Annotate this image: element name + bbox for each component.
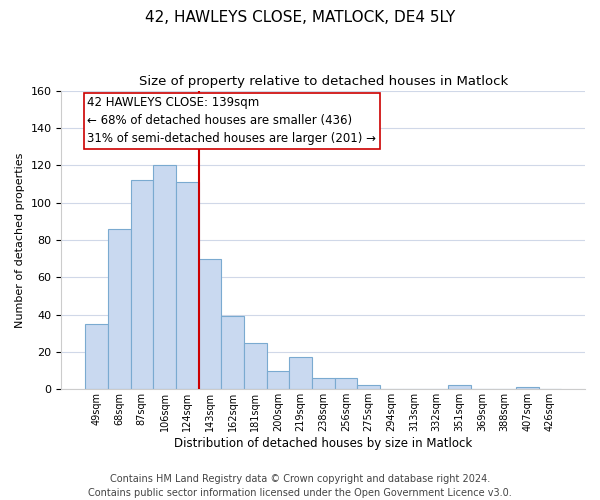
Bar — [108, 228, 131, 389]
Bar — [221, 316, 244, 389]
Bar — [131, 180, 153, 389]
Bar — [357, 386, 380, 389]
Text: 42, HAWLEYS CLOSE, MATLOCK, DE4 5LY: 42, HAWLEYS CLOSE, MATLOCK, DE4 5LY — [145, 10, 455, 25]
Bar — [312, 378, 335, 389]
Bar — [266, 370, 289, 389]
Bar — [448, 386, 470, 389]
Bar — [289, 358, 312, 389]
Bar — [85, 324, 108, 389]
Bar — [335, 378, 357, 389]
Bar — [176, 182, 199, 389]
Bar — [244, 342, 266, 389]
Bar — [516, 388, 539, 389]
Y-axis label: Number of detached properties: Number of detached properties — [15, 152, 25, 328]
Title: Size of property relative to detached houses in Matlock: Size of property relative to detached ho… — [139, 75, 508, 88]
Bar — [153, 165, 176, 389]
Text: Contains HM Land Registry data © Crown copyright and database right 2024.
Contai: Contains HM Land Registry data © Crown c… — [88, 474, 512, 498]
X-axis label: Distribution of detached houses by size in Matlock: Distribution of detached houses by size … — [174, 437, 472, 450]
Bar — [199, 258, 221, 389]
Text: 42 HAWLEYS CLOSE: 139sqm
← 68% of detached houses are smaller (436)
31% of semi-: 42 HAWLEYS CLOSE: 139sqm ← 68% of detach… — [88, 96, 376, 145]
